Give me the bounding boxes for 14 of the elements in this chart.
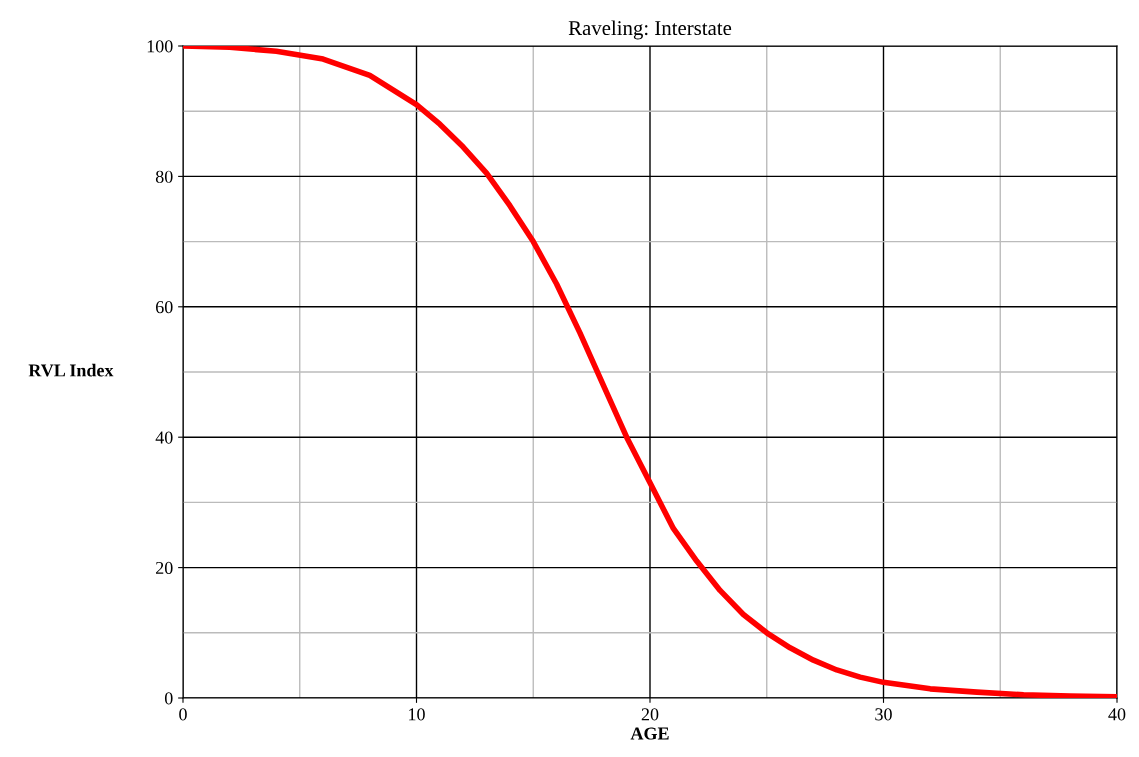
x-tick-label: 0	[179, 708, 187, 721]
x-tick-label: 20	[641, 708, 659, 721]
y-tick-label: 20	[156, 561, 173, 575]
x-tick-label: 30	[875, 708, 892, 721]
y-tick-label: 80	[155, 170, 173, 183]
y-axis-title: RVL Index	[28, 363, 114, 377]
y-tick-label: 100	[147, 40, 173, 53]
x-axis-title: AGE	[630, 727, 669, 740]
y-tick-label: 60	[156, 301, 173, 314]
y-tick-label: 0	[164, 692, 173, 705]
x-tick-label: 10	[409, 708, 425, 721]
chart-title: Raveling: Interstate	[568, 20, 732, 40]
x-tick-label: 40	[1108, 708, 1126, 721]
y-tick-label: 40	[155, 431, 173, 444]
